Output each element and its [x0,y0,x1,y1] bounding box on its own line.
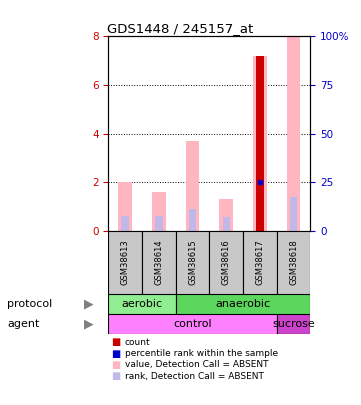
Text: count: count [125,338,150,347]
Bar [219,199,233,231]
Bar [176,231,209,294]
Bar [277,314,310,334]
Text: agent: agent [7,319,40,329]
Text: control: control [173,319,212,329]
Bar [155,216,162,231]
Bar [253,56,267,231]
Text: anaerobic: anaerobic [216,299,271,309]
Text: GDS1448 / 245157_at: GDS1448 / 245157_at [107,22,254,35]
Bar [209,231,243,294]
Text: ▶: ▶ [84,297,93,310]
Text: ■: ■ [111,337,120,347]
Text: GSM38613: GSM38613 [121,239,130,285]
Text: percentile rank within the sample: percentile rank within the sample [125,349,278,358]
Bar [290,197,297,231]
Bar [222,217,230,231]
Text: rank, Detection Call = ABSENT: rank, Detection Call = ABSENT [125,372,264,381]
Text: aerobic: aerobic [121,299,162,309]
Bar [189,209,196,231]
Bar [256,182,264,231]
Text: ■: ■ [111,360,120,370]
Bar [256,56,264,231]
Bar [108,294,176,314]
Text: GSM38617: GSM38617 [256,239,264,285]
Bar [152,192,166,231]
Text: value, Detection Call = ABSENT: value, Detection Call = ABSENT [125,360,268,369]
Text: sucrose: sucrose [272,319,315,329]
Text: GSM38615: GSM38615 [188,239,197,285]
Bar [243,231,277,294]
Bar [176,294,310,314]
Text: ■: ■ [111,371,120,381]
Bar [186,141,199,231]
Bar [108,314,277,334]
Text: GSM38618: GSM38618 [289,239,298,285]
Bar [277,231,310,294]
Bar [121,216,129,231]
Text: protocol: protocol [7,299,52,309]
Bar [108,231,142,294]
Bar [142,231,176,294]
Text: ■: ■ [111,349,120,358]
Text: GSM38614: GSM38614 [155,239,163,285]
Bar [118,182,132,231]
Text: GSM38616: GSM38616 [222,239,231,285]
Bar [287,36,300,231]
Text: ▶: ▶ [84,318,93,330]
